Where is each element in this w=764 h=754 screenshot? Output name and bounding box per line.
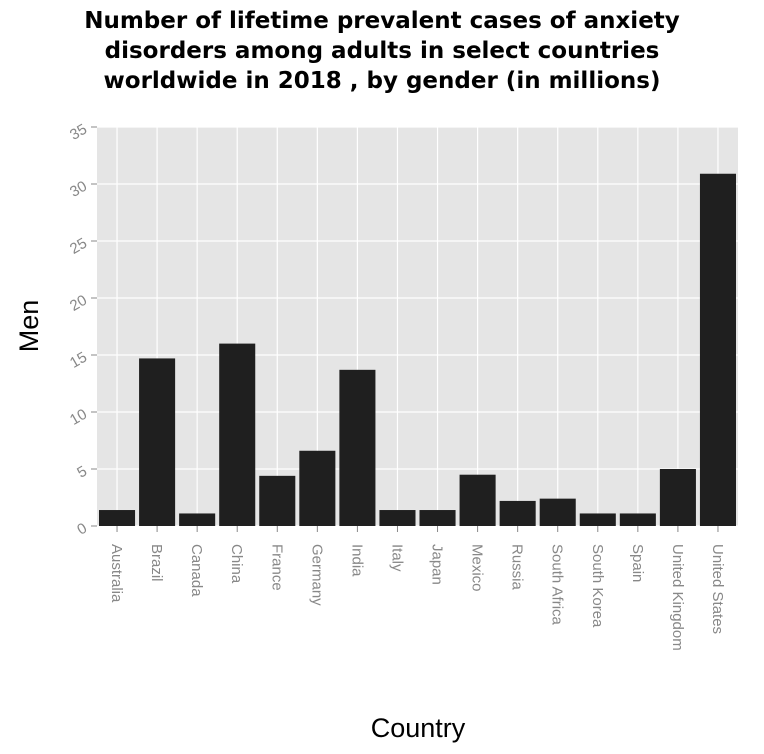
chart-title-line-1: Number of lifetime prevalent cases of an…: [84, 8, 680, 34]
bar: [459, 474, 496, 526]
bar: [259, 475, 296, 526]
y-tick-label: 10: [67, 406, 90, 429]
bar: [579, 513, 616, 526]
x-tick-label: Spain: [629, 544, 646, 582]
y-tick-label: 20: [67, 292, 90, 315]
bars: [99, 173, 736, 527]
x-tick-label: Russia: [509, 544, 526, 591]
chart-title: Number of lifetime prevalent cases of an…: [0, 6, 764, 96]
bar: [339, 369, 376, 526]
bar: [179, 513, 216, 526]
bar: [299, 450, 336, 526]
x-tick-label: South Korea: [589, 544, 606, 628]
bar: [499, 500, 536, 526]
bar: [99, 510, 136, 526]
y-axis-ticks: 0 5 10 15 20 25 30 35: [67, 121, 97, 539]
bar: [139, 358, 176, 526]
x-axis-label: Country: [371, 713, 466, 743]
y-tick-label: 0: [74, 520, 90, 539]
y-tick-label: 35: [67, 121, 90, 144]
x-tick-label: United States: [709, 544, 726, 634]
x-tick-label: Germany: [308, 544, 325, 606]
plot-background: [97, 127, 738, 526]
x-tick-label: Brazil: [148, 544, 165, 582]
y-tick-label: 25: [67, 235, 90, 258]
x-tick-label: Canada: [188, 544, 205, 597]
bar: [699, 173, 736, 527]
bar: [219, 343, 256, 526]
x-tick-label: Japan: [429, 544, 446, 585]
chart-title-line-2: disorders among adults in select countri…: [104, 38, 660, 64]
bar: [539, 498, 576, 526]
bar: [379, 510, 416, 526]
x-tick-label: United Kingdom: [669, 544, 686, 651]
bar: [419, 510, 456, 526]
x-tick-label: Australia: [108, 544, 125, 603]
y-tick-label: 5: [74, 463, 90, 482]
x-tick-label: Italy: [388, 544, 405, 572]
x-tick-label: Mexico: [469, 544, 486, 592]
x-tick-label: France: [268, 544, 285, 591]
x-tick-label: India: [348, 544, 365, 577]
x-tick-label: China: [228, 544, 245, 584]
x-tick-label: South Africa: [549, 544, 566, 626]
x-axis-ticks: Australia Brazil Canada China France Germany I…: [108, 526, 726, 651]
bar: [659, 469, 696, 526]
y-axis-label: Men: [14, 300, 44, 353]
y-tick-label: 30: [67, 178, 90, 201]
y-tick-label: 15: [67, 349, 90, 372]
chart-title-line-3: worldwide in 2018 , by gender (in millio…: [103, 68, 661, 94]
bar: [619, 513, 656, 526]
